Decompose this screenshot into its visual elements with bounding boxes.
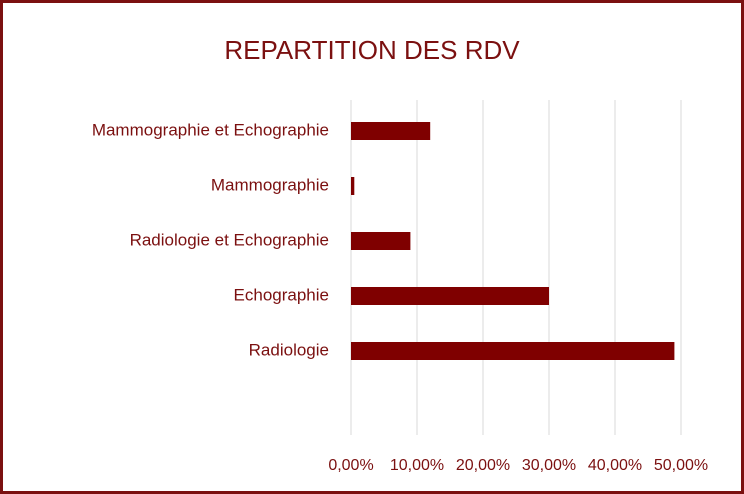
x-tick-label: 0,00% [328,457,373,474]
x-tick-label: 20,00% [456,457,510,474]
bar [351,342,675,360]
x-tick-label: 50,00% [654,457,708,474]
x-tick-label: 30,00% [522,457,576,474]
chart-title: REPARTITION DES RDV [224,35,520,65]
bar [351,177,355,195]
x-tick-label: 10,00% [390,457,444,474]
y-tick-label: Radiologie [249,340,329,359]
y-tick-label: Echographie [234,285,329,304]
bar [351,122,431,140]
x-tick-label: 40,00% [588,457,642,474]
y-tick-label: Mammographie et Echographie [92,120,329,139]
bar [351,287,549,305]
y-tick-label: Radiologie et Echographie [130,230,329,249]
y-tick-label: Mammographie [211,175,329,194]
bar [351,232,411,250]
